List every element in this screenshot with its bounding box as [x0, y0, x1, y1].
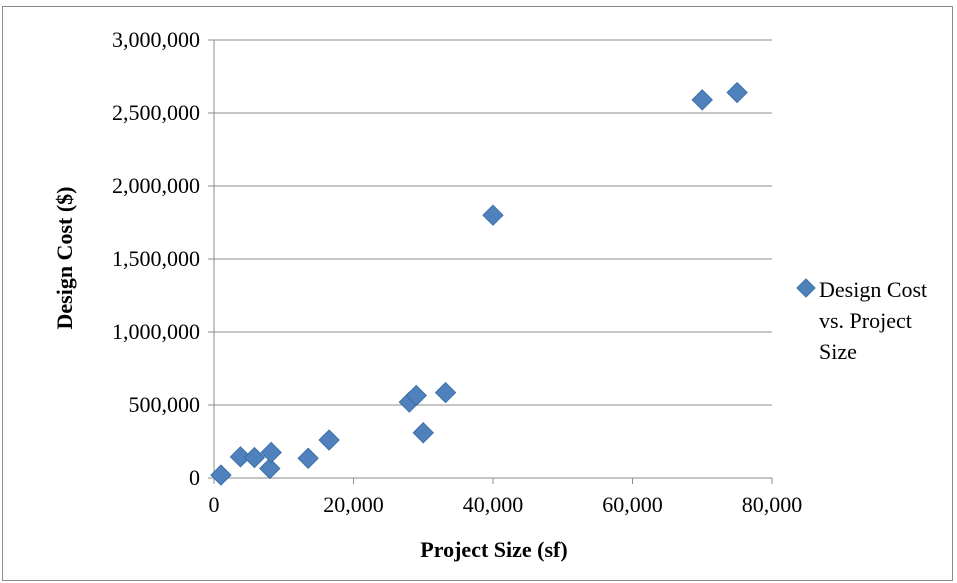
axes [208, 39, 773, 484]
x-axis-tick-labels: 0 20,000 40,000 60,000 80,000 [209, 492, 803, 517]
chart-frame [2, 6, 953, 581]
y-tick-label-3: 1,500,000 [112, 246, 200, 271]
x-tick-label-2: 40,000 [463, 492, 524, 517]
data-point-0-4 [260, 441, 282, 464]
y-tick-label-6: 3,000,000 [112, 27, 200, 52]
grid-lines [214, 39, 772, 406]
x-tick-label-0: 0 [209, 492, 220, 517]
legend: Design Cost vs. Project Size [796, 277, 927, 364]
y-axis-tick-labels: 0 500,000 1,000,000 1,500,000 2,000,000 2,500… [112, 27, 200, 490]
legend-marker-icon [796, 278, 816, 298]
x-tick-label-1: 20,000 [323, 492, 384, 517]
data-point-0-3 [259, 457, 281, 480]
x-tick-label-3: 60,000 [602, 492, 663, 517]
data-point-0-11 [482, 204, 504, 226]
data-point-0-1 [229, 446, 252, 468]
legend-label-line-1: Design Cost [819, 277, 927, 302]
x-axis-title: Project Size (sf) [420, 537, 567, 562]
y-tick-label-4: 2,000,000 [112, 173, 200, 198]
legend-label-line-3: Size [819, 339, 857, 364]
y-axis-title: Design Cost ($) [52, 187, 77, 330]
data-point-0-0 [210, 464, 232, 486]
data-point-0-5 [297, 447, 319, 469]
data-point-0-10 [434, 381, 457, 404]
data-points [210, 81, 748, 486]
data-point-0-9 [412, 422, 434, 444]
data-point-0-12 [691, 89, 713, 111]
y-tick-label-5: 2,500,000 [112, 100, 200, 125]
data-point-0-6 [318, 429, 340, 451]
data-point-0-13 [726, 81, 748, 104]
y-tick-label-0: 0 [189, 465, 200, 490]
legend-label-line-2: vs. Project [819, 308, 912, 333]
x-tick-label-4: 80,000 [742, 492, 803, 517]
data-point-0-8 [405, 384, 427, 407]
data-point-0-2 [243, 446, 266, 469]
y-tick-label-2: 1,000,000 [112, 319, 200, 344]
y-tick-label-1: 500,000 [129, 392, 201, 417]
